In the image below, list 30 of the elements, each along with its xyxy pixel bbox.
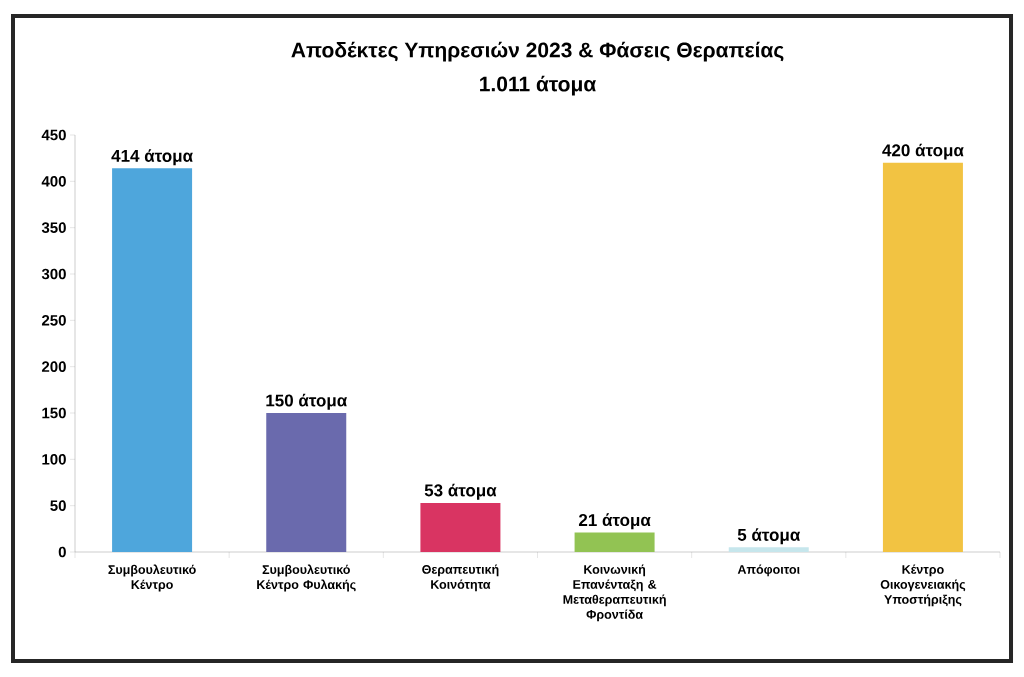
x-tick-label: Θεραπευτική Κοινότητα [422,564,499,592]
y-tick-label: 450 [41,129,66,141]
bar [420,502,501,552]
y-tick-label: 100 [42,454,66,465]
y-tick-label: 250 [41,315,66,326]
data-label: 414 άτομα [111,149,193,166]
y-tick-label: 200 [41,361,66,372]
y-tick-label: 50 [50,500,66,511]
x-tick-label: Συμβουλευτικό Κέντρο [108,564,196,592]
data-label: 53 άτομα [424,483,497,500]
data-label: 21 άτομα [578,513,651,530]
y-tick-label: 400 [41,176,66,187]
x-tick-label: Συμβουλευτικό Κέντρο Φυλακής [257,564,356,592]
data-label: 150 άτομα [266,393,348,410]
bar [728,547,809,552]
bar [574,532,655,552]
chart-subtitle: 1.011 άτομα [480,75,597,96]
bar [882,162,963,552]
x-tick-label: Απόφοιτοι [737,564,800,577]
bar [266,413,347,552]
y-tick-label: 150 [42,407,66,419]
data-label: 420 άτομα [882,143,964,160]
x-tick-label: Κοινωνική Επανένταξη & Μεταθεραπευτική Φροντίδα [563,564,666,622]
bar [112,168,193,552]
x-tick-label: Κέντρο Οικογενειακής Υποστήριξης [880,564,966,607]
data-label: 5 άτομα [737,528,801,545]
y-tick-label: 300 [41,268,66,280]
y-tick-label: 350 [41,222,66,233]
y-tick-label: 0 [58,546,66,558]
chart-title: Αποδέκτες Υπηρεσιών 2023 & Φάσεις Θεραπείας [291,41,784,62]
